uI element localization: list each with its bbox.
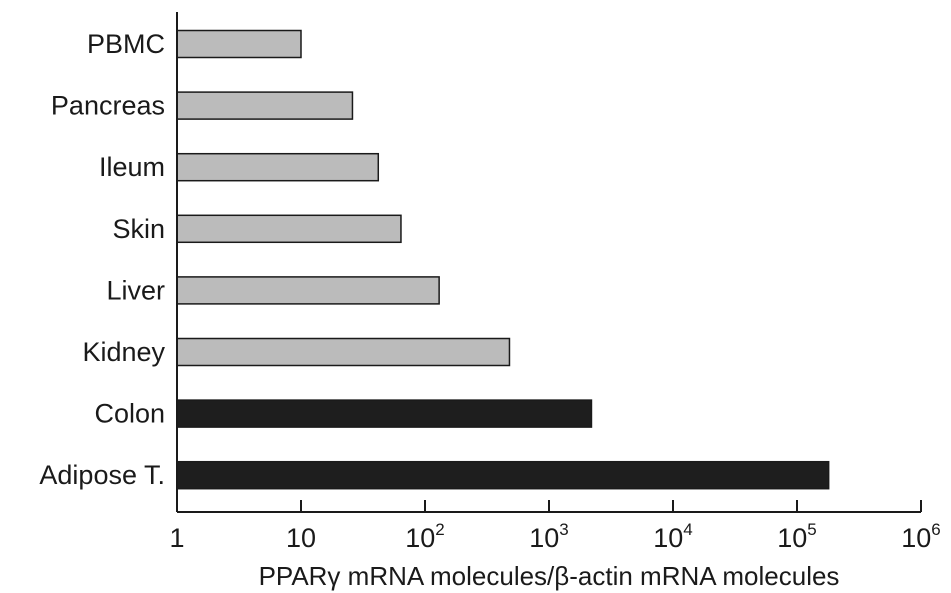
x-tick-label: 104 [653,520,693,553]
category-label: Kidney [82,337,165,367]
x-tick-label: 106 [901,520,941,553]
x-axis-title: PPARγ mRNA molecules/β-actin mRNA molecu… [259,561,840,591]
bar-adipose-t [176,460,830,490]
bar-liver [176,276,440,305]
category-label: Ileum [99,152,165,182]
bar-pancreas [176,91,354,120]
bars-layer [176,29,830,490]
bar-ileum [176,152,380,182]
bar-kidney [176,337,511,367]
x-tick-label: 103 [529,520,569,553]
bar-pbmc [176,29,302,59]
x-tick-label: 102 [405,520,445,553]
category-label: Colon [94,399,165,429]
category-label: Skin [112,214,165,244]
x-tick-label: 1 [169,523,184,553]
category-label: Liver [106,275,165,305]
category-label: Pancreas [51,91,165,121]
category-labels-layer: PBMC Pancreas Ileum Skin Liver Kidney Colon Adi… [39,29,165,490]
category-label: Adipose T. [39,460,165,490]
x-ticks-layer: 1 10 102 103 104 105 106 [169,500,941,553]
category-label: PBMC [87,29,165,59]
bar-skin [176,214,402,244]
x-tick-label: 10 [286,523,316,553]
bar-colon [176,399,593,428]
x-tick-label: 105 [777,520,817,553]
